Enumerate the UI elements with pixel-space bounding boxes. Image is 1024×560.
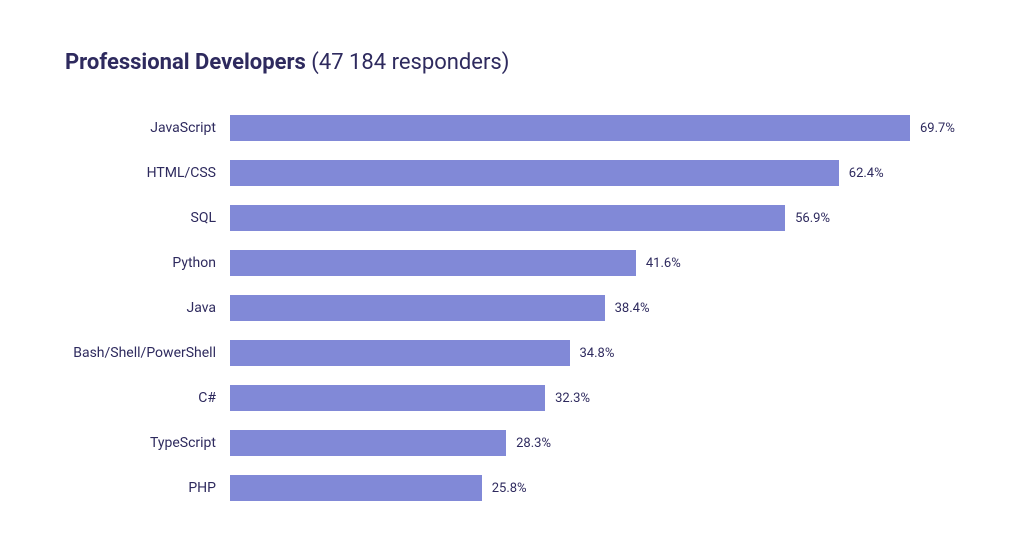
- bar-value: 56.9%: [795, 211, 830, 226]
- bar-value: 28.3%: [516, 436, 551, 451]
- row-label: HTML/CSS: [60, 165, 230, 181]
- bar-fill: [230, 205, 785, 231]
- chart-title: Professional Developers (47 184 responde…: [65, 50, 964, 75]
- bar-fill: [230, 340, 570, 366]
- bar-track: 38.4%: [230, 295, 964, 321]
- chart-title-normal: (47 184 responders): [306, 50, 510, 75]
- chart-row: Java 38.4%: [60, 295, 964, 321]
- chart-row: TypeScript 28.3%: [60, 430, 964, 456]
- bar-value: 34.8%: [580, 346, 615, 361]
- bar-fill: [230, 430, 506, 456]
- bar-fill: [230, 115, 910, 141]
- row-label: TypeScript: [60, 435, 230, 451]
- bar-fill: [230, 160, 839, 186]
- row-label: Java: [60, 300, 230, 316]
- bar-fill: [230, 385, 545, 411]
- row-label: SQL: [60, 210, 230, 226]
- bar-fill: [230, 250, 636, 276]
- bar-track: 41.6%: [230, 250, 964, 276]
- row-label: JavaScript: [60, 120, 230, 136]
- chart-row: SQL 56.9%: [60, 205, 964, 231]
- bar-chart: JavaScript 69.7% HTML/CSS 62.4% SQL 56.9…: [60, 115, 964, 501]
- bar-track: 62.4%: [230, 160, 964, 186]
- row-label: Python: [60, 255, 230, 271]
- bar-track: 69.7%: [230, 115, 964, 141]
- bar-fill: [230, 295, 605, 321]
- row-label: Bash/Shell/PowerShell: [60, 345, 230, 361]
- bar-track: 25.8%: [230, 475, 964, 501]
- bar-value: 38.4%: [615, 301, 650, 316]
- chart-row: C# 32.3%: [60, 385, 964, 411]
- bar-value: 32.3%: [555, 391, 590, 406]
- bar-track: 34.8%: [230, 340, 964, 366]
- bar-fill: [230, 475, 482, 501]
- chart-title-bold: Professional Developers: [65, 50, 306, 75]
- row-label: C#: [60, 390, 230, 406]
- bar-track: 28.3%: [230, 430, 964, 456]
- row-label: PHP: [60, 480, 230, 496]
- chart-row: Python 41.6%: [60, 250, 964, 276]
- chart-row: PHP 25.8%: [60, 475, 964, 501]
- bar-value: 41.6%: [646, 256, 681, 271]
- bar-value: 62.4%: [849, 166, 884, 181]
- bar-track: 56.9%: [230, 205, 964, 231]
- bar-track: 32.3%: [230, 385, 964, 411]
- bar-value: 25.8%: [492, 481, 527, 496]
- bar-value: 69.7%: [920, 121, 955, 136]
- chart-row: HTML/CSS 62.4%: [60, 160, 964, 186]
- chart-row: JavaScript 69.7%: [60, 115, 964, 141]
- chart-row: Bash/Shell/PowerShell 34.8%: [60, 340, 964, 366]
